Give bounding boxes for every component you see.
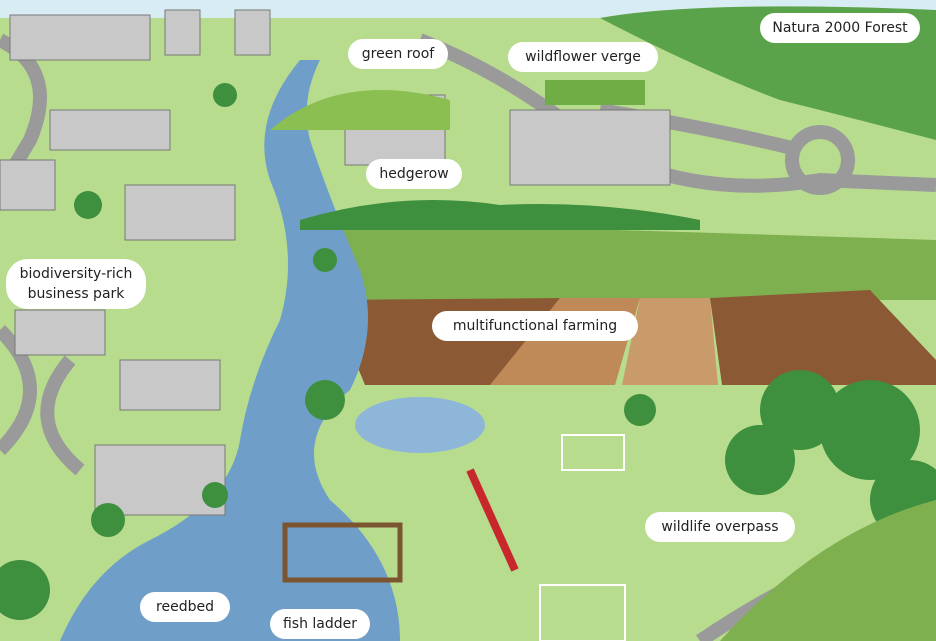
label-text: wildlife overpass: [661, 519, 778, 535]
label-text: green roof: [362, 46, 435, 62]
label: Natura 2000 Forest: [760, 13, 920, 43]
label-text: hedgerow: [379, 166, 448, 182]
label-text: fish ladder: [283, 616, 357, 632]
pond: [355, 397, 485, 453]
label: wildlife overpass: [645, 512, 795, 542]
label: multifunctional farming: [432, 311, 638, 341]
label: wildflower verge: [508, 42, 658, 72]
label-text: wildflower verge: [525, 49, 641, 65]
label-text: business park: [28, 286, 126, 302]
green-roof: [545, 80, 645, 105]
illustration: green roof wildflower verge Natura 2000 …: [0, 0, 936, 641]
label: green roof: [348, 39, 448, 69]
label: reedbed: [140, 592, 230, 622]
label-text: biodiversity-rich: [20, 266, 133, 282]
label-text: Natura 2000 Forest: [772, 20, 908, 36]
label: hedgerow: [366, 159, 462, 189]
label: fish ladder: [270, 609, 370, 639]
label: biodiversity-rich business park: [6, 259, 146, 309]
label-text: multifunctional farming: [453, 318, 617, 334]
label-text: reedbed: [156, 599, 214, 615]
